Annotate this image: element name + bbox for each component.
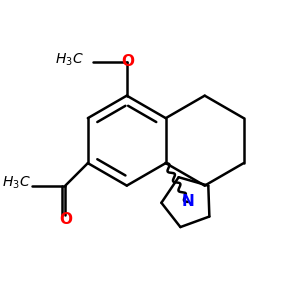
Text: O: O xyxy=(122,54,134,69)
Text: $H_3C$: $H_3C$ xyxy=(2,175,30,191)
Text: $H_3C$: $H_3C$ xyxy=(55,51,84,68)
Text: N: N xyxy=(181,194,194,209)
Text: O: O xyxy=(59,212,72,227)
